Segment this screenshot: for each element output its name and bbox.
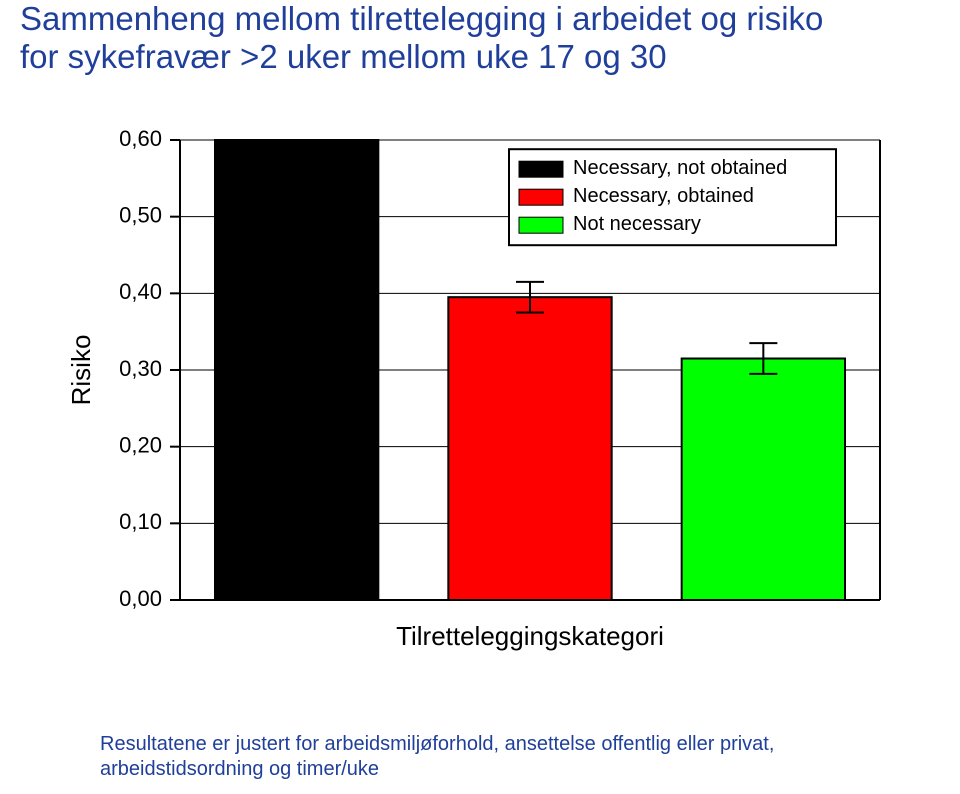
- slide-title: Sammenheng mellom tilrettelegging i arbe…: [20, 0, 940, 76]
- svg-text:Tilretteleggingskategori: Tilretteleggingskategori: [396, 621, 664, 651]
- svg-text:Not necessary: Not necessary: [573, 213, 701, 235]
- bar-chart: 0,00 0,10 0,20 0,30 0,40 0,50 0,60 Risiko Tilret…: [60, 130, 900, 670]
- svg-text:Necessary, not obtained: Necessary, not obtained: [573, 157, 787, 179]
- svg-text:0,00: 0,00: [119, 586, 162, 611]
- chart-container: 0,00 0,10 0,20 0,30 0,40 0,50 0,60 Risiko Tilret…: [60, 130, 900, 670]
- footer-line1: Resultatene er justert for arbeidsmiljøf…: [100, 733, 774, 755]
- svg-text:0,30: 0,30: [119, 356, 162, 381]
- title-line2: for sykefravær >2 uker mellom uke 17 og …: [20, 38, 667, 75]
- svg-text:0,50: 0,50: [119, 202, 162, 227]
- slide: Sammenheng mellom tilrettelegging i arbe…: [0, 0, 960, 794]
- svg-text:Necessary, obtained: Necessary, obtained: [573, 185, 754, 207]
- svg-text:0,40: 0,40: [119, 279, 162, 304]
- svg-text:0,60: 0,60: [119, 130, 162, 151]
- title-line1: Sammenheng mellom tilrettelegging i arbe…: [20, 0, 823, 37]
- svg-text:Risiko: Risiko: [66, 335, 96, 406]
- footer-line2: arbeidstidsordning og timer/uke: [100, 758, 379, 780]
- footer-note: Resultatene er justert for arbeidsmiljøf…: [100, 732, 940, 782]
- svg-text:0,20: 0,20: [119, 432, 162, 457]
- svg-text:0,10: 0,10: [119, 509, 162, 534]
